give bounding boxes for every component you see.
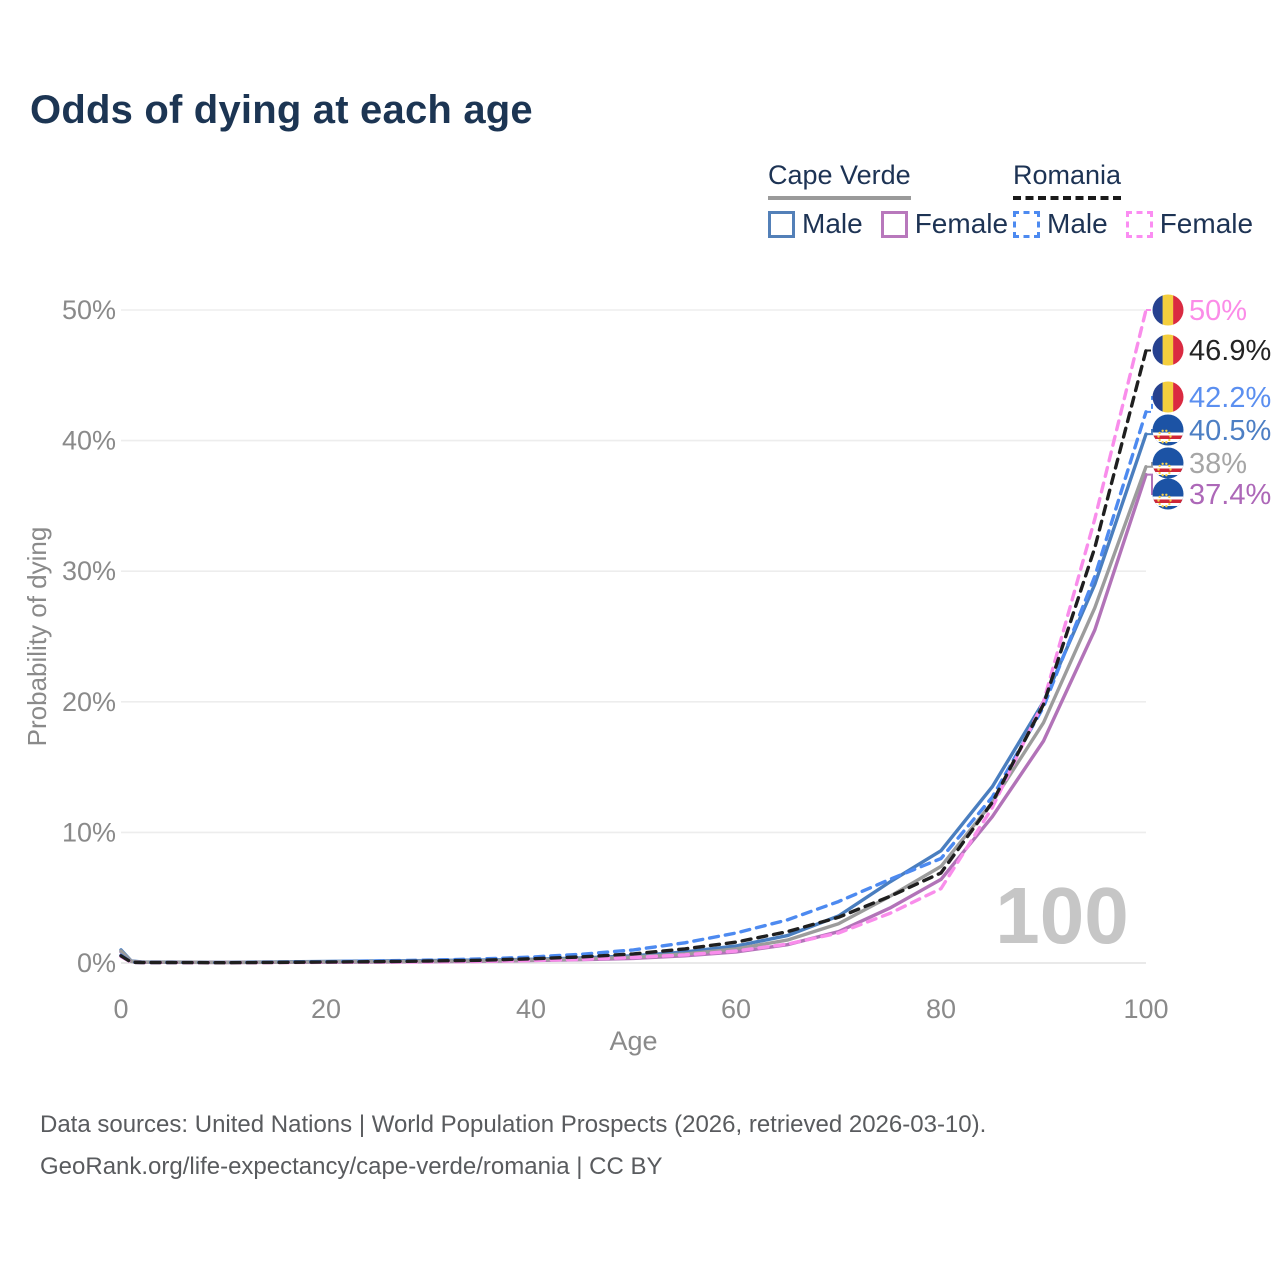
legend-swatch-cape-verde-male	[768, 210, 795, 238]
romania-flag-icon	[1152, 381, 1184, 413]
y-tick-label: 0%	[77, 948, 116, 978]
series-line-cape-verde-both-sexes	[119, 465, 1148, 965]
legend-swatch-romania-male	[1013, 210, 1040, 238]
legend-swatch-romania-female	[1125, 210, 1153, 238]
series-line-romania-both-sexes	[119, 348, 1148, 965]
data-sources-footer: Data sources: United Nations | World Pop…	[40, 1104, 986, 1188]
end-value-label-romania-male: 42.2%	[1189, 382, 1271, 414]
legend-header-cape-verde: Cape Verde	[768, 160, 911, 200]
legend-item-cape-verde-male[interactable]: Male	[768, 208, 863, 240]
end-value-label-cape-verde-both-sexes: 38%	[1189, 448, 1247, 480]
legend-item-label: Male	[1047, 208, 1108, 239]
source-line-1: Data sources: United Nations | World Pop…	[40, 1111, 987, 1138]
end-value-label-cape-verde-female: 37.4%	[1189, 479, 1271, 511]
romania-flag-icon	[1152, 334, 1184, 366]
y-tick-label: 20%	[62, 687, 116, 717]
legend-swatch-cape-verde-female	[880, 210, 908, 238]
y-tick-label: 30%	[62, 556, 116, 586]
x-tick-label: 0	[113, 994, 128, 1024]
series-line-romania-female	[119, 308, 1148, 965]
age-watermark: 100	[995, 871, 1128, 960]
legend-item-cape-verde-female[interactable]: Female	[880, 208, 1009, 240]
x-tick-label: 100	[1123, 994, 1168, 1024]
page-title: Odds of dying at each age	[30, 88, 533, 132]
end-value-label-romania-female: 50%	[1189, 295, 1247, 327]
cape-verde-flag-icon	[1152, 478, 1184, 510]
x-tick-label: 80	[926, 994, 956, 1024]
end-value-label-romania-both-sexes: 46.9%	[1189, 335, 1271, 367]
line-chart: 0% 10% 20% 30% 40% 50% 0 20 40 60 80 100 Age Probabil…	[22, 294, 1271, 1056]
cape-verde-flag-icon	[1152, 414, 1184, 446]
legend-item-label: Female	[914, 208, 1009, 239]
y-tick-label: 50%	[62, 295, 116, 325]
legend-group-cape-verde: Cape Verde Male Female	[768, 160, 1008, 240]
cape-verde-flag-icon	[1152, 447, 1184, 479]
x-tick-label: 40	[516, 994, 546, 1024]
y-axis-title: Probability of dying	[22, 527, 52, 747]
romania-flag-icon	[1152, 294, 1184, 326]
x-tick-label: 60	[721, 994, 751, 1024]
legend-group-romania: Romania Male Female	[1013, 160, 1253, 240]
x-axis-title: Age	[609, 1026, 657, 1056]
end-connector-romania-male	[1146, 396, 1157, 413]
legend-item-label: Female	[1159, 208, 1254, 239]
series-line-cape-verde-female	[119, 472, 1148, 965]
series-line-cape-verde-male	[119, 432, 1148, 964]
source-line-2: GeoRank.org/life-expectancy/cape-verde/r…	[40, 1153, 663, 1180]
legend-item-label: Male	[802, 208, 863, 239]
y-tick-label: 10%	[62, 817, 116, 847]
x-tick-label: 20	[311, 994, 341, 1024]
legend-header-romania: Romania	[1013, 160, 1122, 200]
end-value-label-cape-verde-male: 40.5%	[1189, 415, 1271, 447]
legend-item-romania-male[interactable]: Male	[1013, 208, 1108, 240]
series-line-romania-male	[119, 410, 1148, 965]
legend-item-romania-female[interactable]: Female	[1125, 208, 1254, 240]
y-tick-label: 40%	[62, 426, 116, 456]
